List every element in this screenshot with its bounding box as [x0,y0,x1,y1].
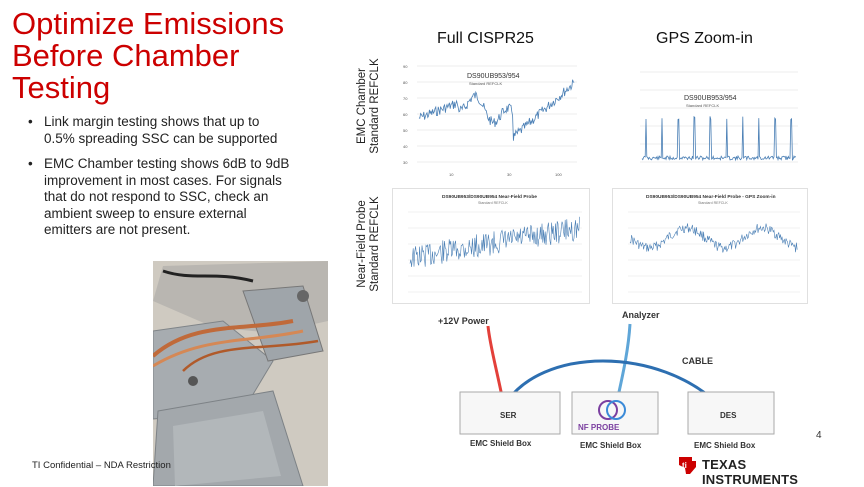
emission-trace [418,79,575,141]
svg-text:80: 80 [403,80,408,85]
chart-subtitle: Standard REFCLK [478,201,508,205]
chart-series-label: DS90UB953/954 [467,73,520,80]
power-label: +12V Power [438,316,489,326]
title-line: Before Chamber [12,38,240,73]
emission-trace [409,216,580,268]
test-setup-illustration [153,261,328,486]
title-line: Optimize Emissions [12,6,285,41]
page-number: 4 [816,430,822,441]
chart-sub-label: Standard REFCLK [686,103,719,108]
ti-logo-text: Texas Instruments [702,457,799,487]
svg-text:ti: ti [682,461,687,470]
des-label: DES [720,411,737,420]
near-field-full-plot: DS90UB953/DS90UB954 Near-Field Probe Sta… [392,188,590,304]
probe-loop-icon [598,400,618,420]
row-label-line: Standard REFCLK [369,58,381,154]
title-line: Testing [12,70,111,105]
row-label-emc: EMC Chamber Standard REFCLK [356,46,384,166]
test-setup-photo [153,261,328,486]
row-label-line: Near-Field Probe [356,200,368,288]
plot-grid [417,65,577,163]
ti-map-icon: ti [679,457,696,474]
bullet-text: EMC Chamber testing shows 6dB to 9dB [44,156,290,171]
near-field-gps-plot: DS90UB953/DS90UB954 Near-Field Probe - G… [612,188,808,304]
svg-text:30: 30 [403,160,408,165]
bullet-text: improvement in most cases. For signals [44,172,282,188]
row-label-line: EMC Chamber [356,67,368,145]
ser-shield-box [459,391,561,435]
probe-shield-box [571,391,659,435]
svg-text:40: 40 [403,144,408,149]
svg-text:90: 90 [403,64,408,69]
cable-label: CABLE [682,356,713,366]
ser-label: SER [500,411,517,420]
emc-gps-zoom-plot: DS90UB953/954 Standard REFCLK [618,62,806,180]
bullet-dot: • [28,114,33,129]
bullet-text: ambient sweep to ensure external [44,205,247,221]
link-cable [502,359,722,408]
analyzer-label: Analyzer [622,310,660,320]
emission-trace [629,223,798,253]
svg-text:70: 70 [403,96,408,101]
emission-trace [641,115,796,162]
shield-box-label: EMC Shield Box [580,441,642,450]
bullet-dot: • [28,156,33,171]
svg-text:50: 50 [403,128,408,133]
des-shield-box [687,391,775,435]
row-label-near-field: Near-Field Probe Standard REFCLK [356,184,384,304]
chart-sub-label: Standard REFCLK [469,81,502,86]
bullet-text: emitters are not present. [44,222,191,237]
column-title-gps-zoom-in: GPS Zoom-in [656,30,753,47]
row-label-line: Standard REFCLK [369,196,381,292]
chart-title: DS90UB953/DS90UB954 Near-Field Probe - G… [646,194,776,200]
shield-box-label: EMC Shield Box [470,439,532,448]
chart-subtitle: Standard REFCLK [698,201,728,205]
bullet-item: • EMC Chamber testing shows 6dB to 9dB i… [24,156,324,239]
shield-box-label: EMC Shield Box [694,441,756,450]
svg-text:60: 60 [403,112,408,117]
x-tick-label: 100 [555,172,562,177]
near-field-setup-diagram: +12V Power Analyzer CABLE SER NF PROBE D… [438,310,775,450]
bullet-text: Link margin testing shows that up to [44,114,260,129]
footer-confidentiality: TI Confidential – NDA Restriction [32,460,171,471]
probe-label: NF PROBE [578,423,620,432]
page-title: Optimize Emissions Before Chamber Testin… [12,8,342,104]
chart-title: DS90UB953/DS90UB954 Near-Field Probe [442,194,537,200]
chart-series-label: DS90UB953/954 [684,95,737,102]
probe-loop-icon [606,400,626,420]
x-tick-label: 30 [507,172,512,177]
ti-logo: ti Texas Instruments [676,454,831,487]
bullet-text: that do not respond to SSC, check an [44,189,269,204]
bullet-text: 0.5% spreading SSC can be supported [44,130,278,146]
bullet-item: • Link margin testing shows that up to 0… [24,114,324,147]
x-tick-label: 10 [449,172,454,177]
column-title-full-cispr25: Full CISPR25 [437,30,534,47]
